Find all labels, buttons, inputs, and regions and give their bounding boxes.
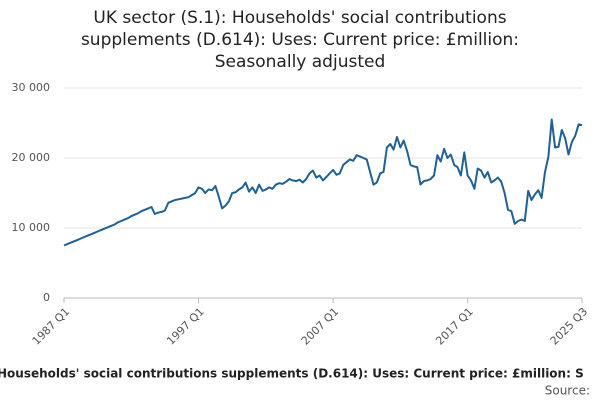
x-tick-label: 1987 Q1 (30, 305, 73, 348)
x-tick-label: 2017 Q1 (433, 305, 476, 348)
footer: Households' social contributions supplem… (0, 367, 584, 381)
y-tick-label: 0 (43, 291, 50, 304)
chart-title: UK sector (S.1): Households' social cont… (93, 8, 506, 28)
y-tick-label: 10 000 (12, 221, 51, 234)
chart-title: Seasonally adjusted (215, 52, 386, 72)
x-tick-label: 2007 Q1 (299, 305, 342, 348)
x-tick-label: 2025 Q3 (548, 305, 591, 348)
x-tick-label: 1997 Q1 (164, 305, 207, 348)
line-series (63, 118, 583, 247)
y-tick-label: 30 000 (12, 81, 51, 94)
y-tick-label: 20 000 (12, 151, 51, 164)
source: Source: (545, 384, 590, 398)
chart-title: supplements (D.614): Uses: Current price… (81, 30, 519, 50)
